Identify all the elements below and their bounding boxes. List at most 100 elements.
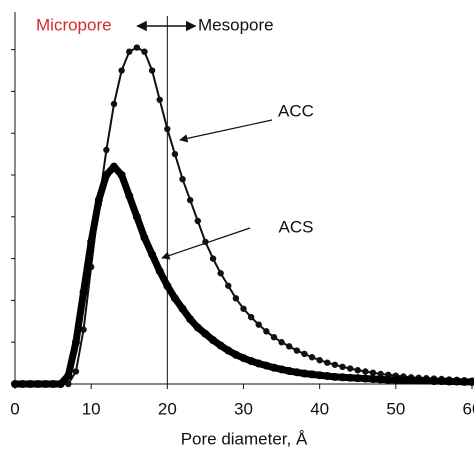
data-point xyxy=(133,44,141,51)
data-point xyxy=(285,367,294,376)
data-point xyxy=(445,377,454,386)
annotation: ACS xyxy=(279,217,314,236)
data-point xyxy=(232,295,240,302)
data-point xyxy=(80,326,87,333)
data-point xyxy=(193,323,202,332)
data-point xyxy=(231,350,240,359)
data-point xyxy=(254,359,263,368)
data-point xyxy=(148,67,156,74)
data-point xyxy=(270,333,278,341)
data-point xyxy=(452,377,461,386)
data-point xyxy=(323,372,332,381)
data-point xyxy=(338,373,347,382)
data-point xyxy=(186,315,195,324)
data-point xyxy=(263,328,270,335)
data-point xyxy=(216,341,225,350)
data-point xyxy=(164,125,171,133)
data-point xyxy=(71,338,80,347)
data-point xyxy=(407,376,416,385)
data-point xyxy=(201,329,210,338)
data-point xyxy=(308,354,316,361)
data-point xyxy=(79,288,88,297)
data-point xyxy=(331,361,339,368)
data-point xyxy=(346,373,355,382)
data-point xyxy=(194,217,201,225)
data-point xyxy=(178,304,187,313)
x-tick-label: 0 xyxy=(10,399,19,418)
data-point xyxy=(240,305,247,312)
data-point xyxy=(72,368,80,375)
data-point xyxy=(308,370,317,379)
data-point xyxy=(293,347,301,354)
data-point xyxy=(156,96,163,103)
annotation-arrow xyxy=(161,227,251,260)
annotation: Mesopore xyxy=(198,15,274,34)
data-point xyxy=(301,350,308,358)
data-point xyxy=(277,365,286,374)
data-point xyxy=(49,380,58,388)
data-point xyxy=(132,212,141,221)
data-point xyxy=(300,369,309,378)
data-point xyxy=(437,377,446,386)
data-point xyxy=(141,48,148,55)
data-point xyxy=(339,363,346,371)
series-line xyxy=(15,163,472,388)
data-point xyxy=(209,255,217,262)
data-point xyxy=(255,321,262,328)
data-point xyxy=(26,380,35,388)
data-point xyxy=(362,368,369,375)
data-point xyxy=(376,375,385,384)
data-point xyxy=(126,48,133,55)
data-point xyxy=(377,370,384,378)
data-point xyxy=(225,282,232,289)
x-tick-label: 20 xyxy=(158,399,177,418)
data-point xyxy=(354,367,361,374)
data-point xyxy=(56,380,65,388)
data-point xyxy=(140,233,149,242)
data-point xyxy=(468,377,474,386)
data-point xyxy=(422,376,431,385)
data-point xyxy=(87,237,96,246)
annotation-arrow xyxy=(179,119,273,143)
data-point xyxy=(64,371,73,380)
data-point xyxy=(316,356,323,364)
data-point xyxy=(18,380,27,388)
data-point xyxy=(186,196,194,204)
data-point xyxy=(247,357,256,366)
data-point xyxy=(346,365,354,372)
x-tick-label: 40 xyxy=(310,399,329,418)
data-point xyxy=(330,372,339,381)
x-tick-label: 10 xyxy=(82,399,101,418)
data-point xyxy=(369,369,377,376)
data-point xyxy=(103,146,110,154)
data-point xyxy=(286,343,293,350)
data-point xyxy=(11,380,19,388)
x-tick-label: 30 xyxy=(234,399,253,418)
data-point xyxy=(33,380,42,388)
data-point xyxy=(414,376,423,385)
data-point xyxy=(368,374,377,383)
data-point xyxy=(315,371,324,380)
data-point xyxy=(262,361,271,370)
data-point xyxy=(179,175,186,183)
data-point xyxy=(399,376,408,385)
data-point xyxy=(171,150,179,158)
data-point xyxy=(324,359,331,366)
data-point xyxy=(102,171,111,180)
data-point xyxy=(155,267,164,276)
x-axis-label: Pore diameter, Å xyxy=(181,429,308,448)
data-point xyxy=(353,374,362,383)
data-point xyxy=(94,196,103,205)
data-point xyxy=(125,191,134,200)
data-point xyxy=(110,100,118,108)
x-tick-label: 50 xyxy=(386,399,405,418)
data-point xyxy=(460,377,469,386)
annotation: ACC xyxy=(278,101,314,120)
data-point xyxy=(269,363,278,372)
data-point xyxy=(278,339,285,346)
data-point xyxy=(292,368,301,377)
data-point xyxy=(217,270,224,277)
data-point xyxy=(110,162,119,171)
data-point xyxy=(361,374,370,383)
